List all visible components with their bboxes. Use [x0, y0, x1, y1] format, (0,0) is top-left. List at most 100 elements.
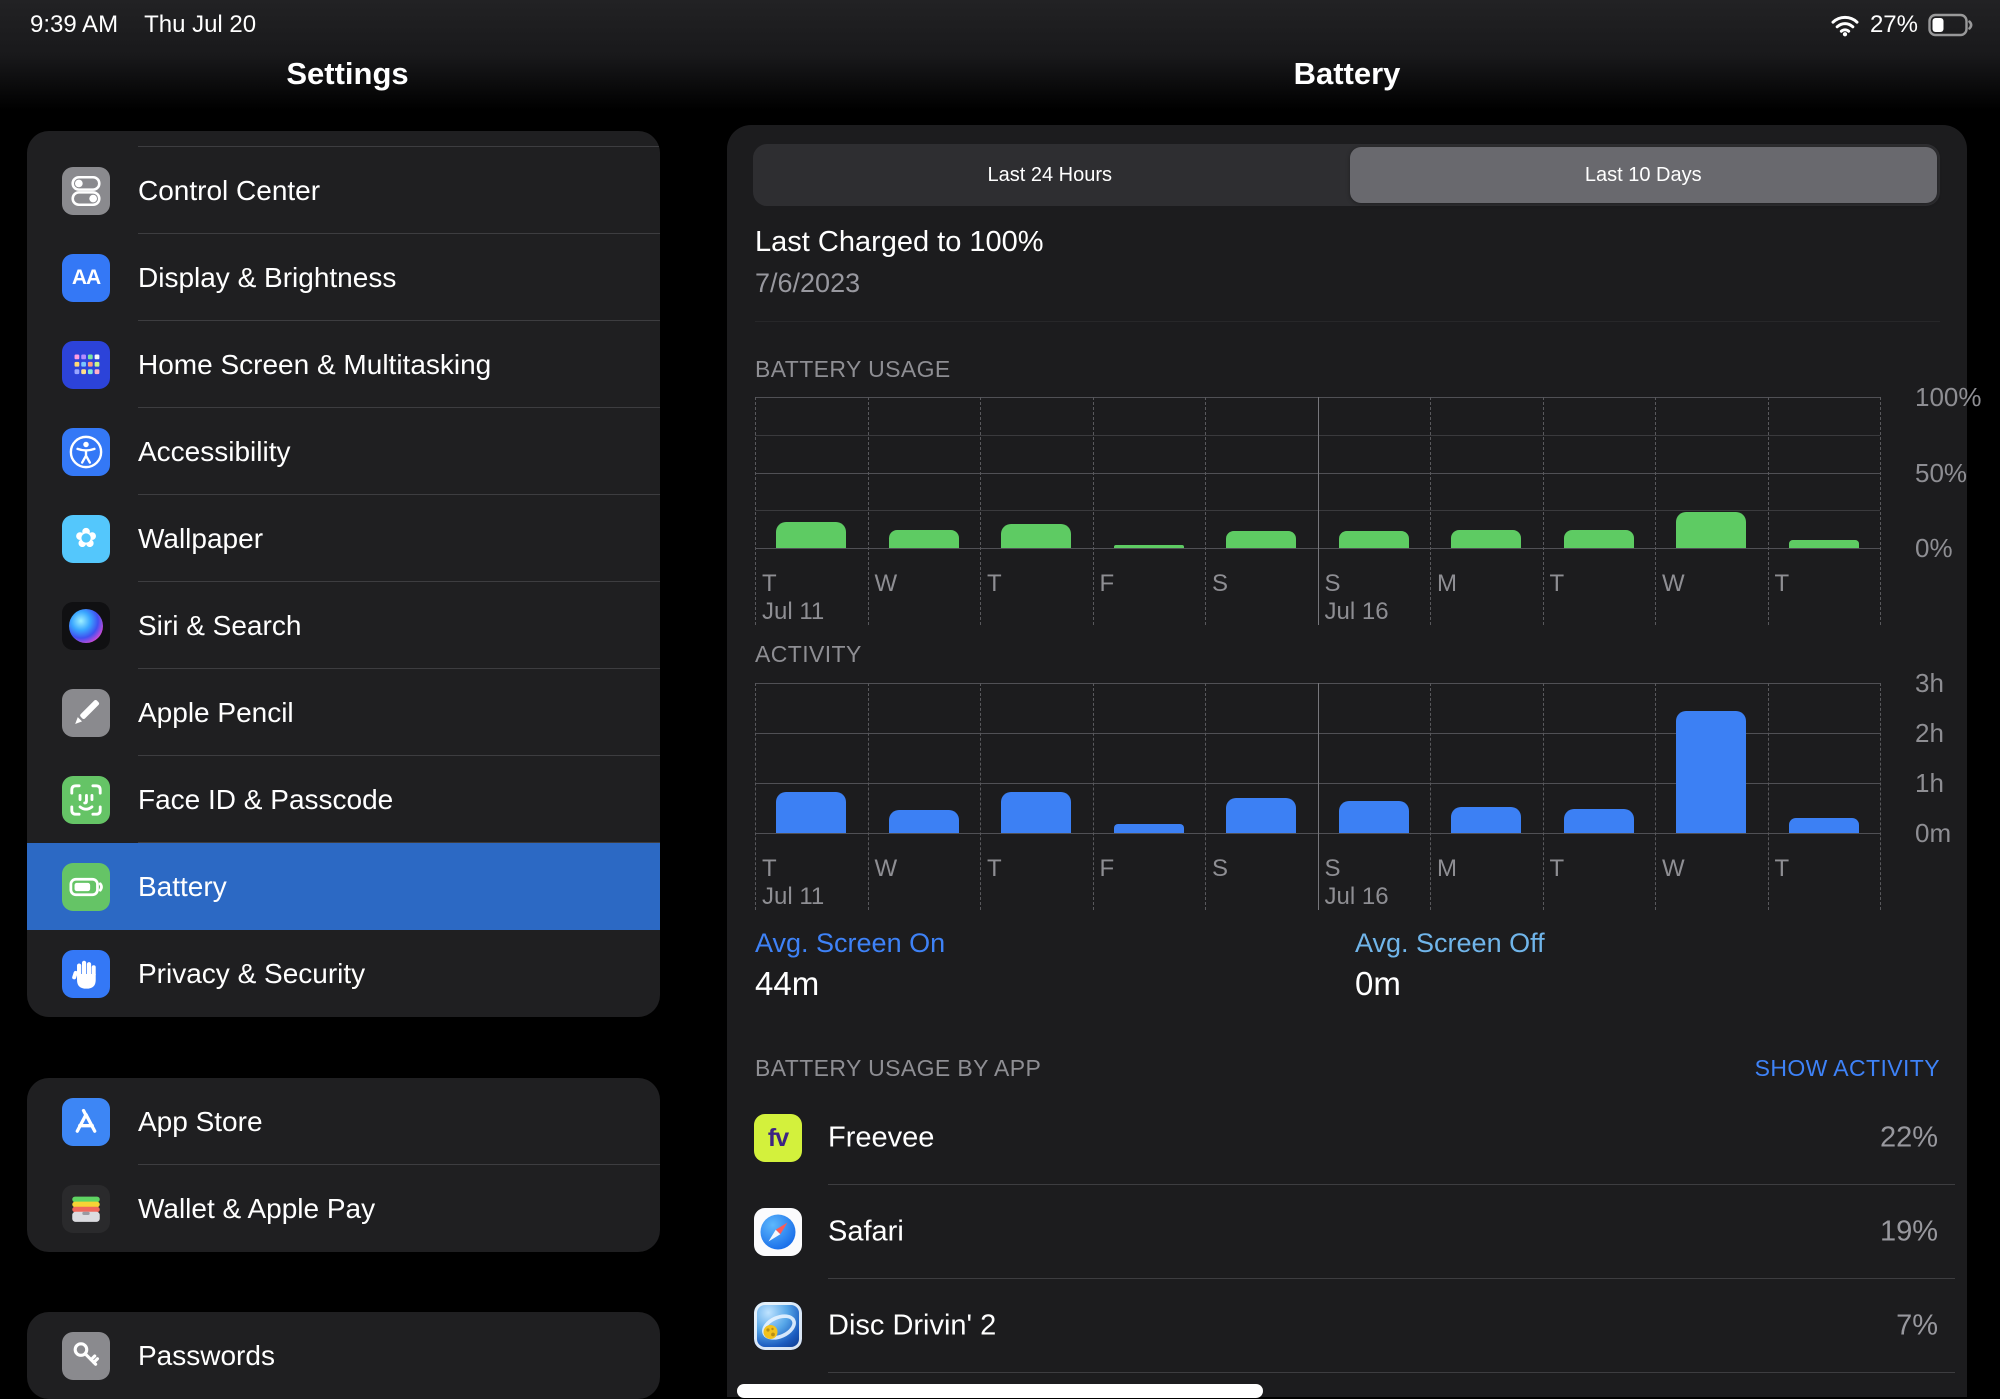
status-right: 27% — [1830, 11, 1974, 39]
activity-bar-S-4[interactable] — [1226, 798, 1297, 833]
wallpaper-icon: ✿ — [62, 514, 110, 563]
battery-usage-bar-M-6[interactable] — [1451, 529, 1522, 548]
battery-usage-ytick: 100% — [1915, 382, 1982, 412]
page-title: Battery — [1293, 56, 1401, 91]
divider — [138, 320, 660, 321]
divider — [828, 1278, 1955, 1279]
activity-bar-T-0[interactable] — [776, 792, 847, 833]
activity-ytick: 1h — [1915, 768, 1944, 798]
segment-last-24-hours[interactable]: Last 24 Hours — [987, 163, 1112, 186]
battery-usage-day-label: S — [1212, 570, 1229, 597]
battery-usage-bar-W-1[interactable] — [888, 529, 959, 548]
home-screen-icon — [62, 340, 110, 389]
activity-bar-S-5[interactable] — [1338, 801, 1409, 833]
sidebar-item-passwords[interactable]: Passwords — [27, 1312, 660, 1399]
activity-bar-T-7[interactable] — [1563, 808, 1634, 833]
battery-usage-bar-T-9[interactable] — [1788, 539, 1859, 548]
sidebar-item-control-center[interactable]: Control Center — [27, 147, 660, 234]
battery-usage-bar-F-3[interactable] — [1113, 545, 1184, 548]
sidebar-item-siri-search[interactable]: Siri & Search — [27, 582, 660, 669]
activity-ytick: 2h — [1915, 718, 1944, 748]
divider — [828, 1184, 1955, 1185]
app-battery-percent: 22% — [1879, 1121, 1938, 1154]
sidebar-item-wallet-apple-pay[interactable]: Wallet & Apple Pay — [27, 1165, 660, 1252]
sidebar-item-label: Face ID & Passcode — [138, 783, 394, 815]
sidebar-group-3: Passwords — [27, 1312, 660, 1399]
safari-icon — [754, 1208, 802, 1256]
segment-last-10-days[interactable]: Last 10 Days — [1349, 147, 1937, 203]
sidebar-item-apple-pencil[interactable]: Apple Pencil — [27, 669, 660, 756]
sidebar-item-home-screen-multitasking[interactable]: Home Screen & Multitasking — [27, 321, 660, 408]
battery-usage-bar-W-8[interactable] — [1676, 511, 1747, 548]
activity-day-label: F — [1099, 855, 1115, 882]
app-usage-row-safari[interactable]: Safari 19% — [727, 1185, 1967, 1279]
battery-usage-by-app-header: BATTERY USAGE BY APP — [755, 1055, 1042, 1081]
battery-icon — [62, 862, 110, 911]
activity-bar-T-2[interactable] — [1001, 791, 1072, 833]
time-range-segmented-control: Last 24 Hours Last 10 Days — [753, 144, 1940, 206]
app-name: Safari — [828, 1215, 904, 1248]
activity-bar-T-9[interactable] — [1788, 817, 1859, 833]
siri-icon — [62, 601, 110, 650]
battery-panel: Last 24 Hours Last 10 Days Last Charged t… — [727, 125, 1982, 1397]
sidebar-item-label: Home Screen & Multitasking — [138, 348, 492, 380]
battery-usage-date-marker: Jul 16 — [1324, 598, 1389, 625]
activity-bar-M-6[interactable] — [1451, 806, 1522, 833]
activity-day-label: T — [987, 855, 1002, 882]
column-gridline — [1205, 683, 1206, 910]
battery-usage-day-label: W — [874, 570, 898, 597]
status-bar: 9:39 AM Thu Jul 20 27% — [30, 10, 1974, 40]
activity-day-label: T — [1774, 855, 1790, 882]
app-battery-percent: 19% — [1879, 1215, 1938, 1248]
app-usage-row-freevee[interactable]: fv Freevee 22% — [727, 1091, 1967, 1185]
sidebar-item-face-id-passcode[interactable]: Face ID & Passcode — [27, 756, 660, 843]
sidebar-item-wallpaper[interactable]: ✿ Wallpaper — [27, 495, 660, 582]
activity-bar-W-8[interactable] — [1676, 710, 1747, 833]
battery-usage-chart-title: BATTERY USAGE — [755, 356, 951, 382]
column-gridline — [1205, 397, 1206, 625]
accessibility-icon — [62, 427, 110, 476]
app-usage-row-disc-drivin-2[interactable]: Disc Drivin' 2 7% — [727, 1279, 1967, 1373]
column-gridline — [1767, 683, 1769, 910]
last-charged-title: Last Charged to 100% — [755, 226, 1044, 258]
sidebar-item-app-store[interactable]: App Store — [27, 1078, 660, 1165]
battery-usage-bar-S-4[interactable] — [1226, 530, 1297, 548]
battery-usage-bar-T-2[interactable] — [1001, 523, 1072, 548]
battery-usage-bar-T-0[interactable] — [776, 522, 847, 548]
disc-drivin-icon — [754, 1302, 802, 1350]
app-usage-list: fv Freevee 22% Safari 19% Disc Drivin' 2 7% — [727, 1091, 1967, 1373]
last-charged-date: 7/6/2023 — [755, 268, 861, 298]
column-gridline — [1542, 683, 1544, 910]
battery-percent-label: 27% — [1869, 11, 1918, 38]
column-gridline — [1092, 683, 1094, 910]
avg-screen-off-value: 0m — [1355, 965, 1401, 1002]
column-gridline — [980, 397, 981, 625]
sidebar-item-display-brightness[interactable]: AA Display & Brightness — [27, 234, 660, 321]
column-gridline — [980, 683, 981, 910]
activity-bar-F-3[interactable] — [1113, 824, 1184, 833]
divider — [138, 581, 660, 582]
status-battery-icon — [1928, 13, 1974, 37]
divider — [138, 1164, 660, 1165]
status-left: 9:39 AM Thu Jul 20 — [30, 11, 282, 39]
column-gridline — [1767, 397, 1769, 625]
home-indicator[interactable] — [737, 1384, 1263, 1398]
avg-screen-on-label[interactable]: Avg. Screen On — [755, 928, 946, 958]
battery-usage-bar-T-7[interactable] — [1563, 529, 1634, 548]
sidebar-group-2: App Store Wallet & Apple Pay — [27, 1078, 660, 1252]
sidebar-item-battery[interactable]: Battery — [27, 843, 660, 930]
sidebar-item-label: Apple Pencil — [138, 696, 294, 728]
sidebar-item-privacy-security[interactable]: Privacy & Security — [27, 930, 660, 1017]
partial-row-above — [27, 131, 660, 147]
avg-screen-off-label[interactable]: Avg. Screen Off — [1355, 928, 1545, 958]
sidebar-item-accessibility[interactable]: Accessibility — [27, 408, 660, 495]
battery-usage-bar-S-5[interactable] — [1338, 530, 1409, 548]
sidebar-item-label: Control Center — [138, 174, 321, 206]
activity-day-label: W — [1662, 855, 1685, 882]
freevee-icon: fv — [754, 1114, 802, 1162]
show-activity-button[interactable]: SHOW ACTIVITY — [1754, 1055, 1940, 1081]
activity-bar-W-1[interactable] — [888, 810, 959, 833]
divider — [138, 842, 660, 843]
control-center-icon — [62, 166, 110, 215]
divider — [828, 1372, 1955, 1373]
